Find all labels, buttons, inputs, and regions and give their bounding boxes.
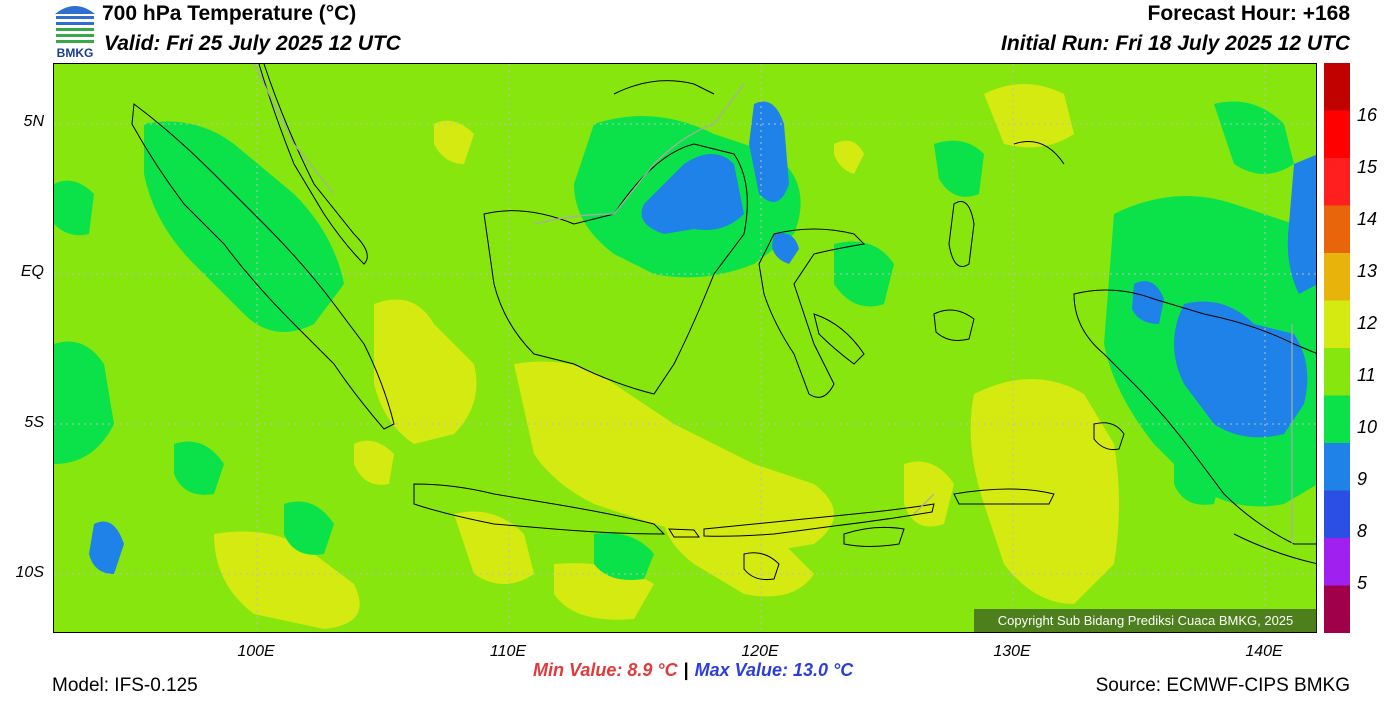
colorbar-label-14: 14 — [1357, 209, 1378, 229]
colorbar-segment — [1324, 348, 1350, 396]
model-label: Model: IFS-0.125 — [52, 675, 198, 696]
colorbar — [1324, 63, 1350, 633]
colorbar-label-16: 16 — [1357, 105, 1378, 125]
colorbar-label-15: 15 — [1357, 157, 1378, 177]
forecast-hour: Forecast Hour: +168 — [1147, 2, 1351, 25]
value-separator: | — [683, 660, 689, 680]
colorbar-segment — [1324, 585, 1350, 633]
colorbar-segment — [1324, 253, 1350, 301]
colorbar-label-10: 10 — [1357, 417, 1378, 437]
temperature-map — [53, 63, 1317, 633]
colorbar-label-9: 9 — [1357, 469, 1368, 489]
valid-time: Valid: Fri 25 July 2025 12 UTC — [104, 32, 401, 55]
lat-label-10s: 10S — [15, 564, 44, 581]
lon-label-110e: 110E — [489, 643, 527, 660]
colorbar-label-5: 5 — [1357, 573, 1368, 593]
lon-label-140e: 140E — [1245, 643, 1283, 660]
bmkg-logo-icon: BMKG — [55, 6, 95, 60]
min-max-values: Min Value: 8.9 °C | Max Value: 13.0 °C — [533, 660, 853, 681]
colorbar-label-13: 13 — [1357, 261, 1378, 281]
colorbar-segment — [1324, 490, 1350, 539]
colorbar-segment — [1324, 300, 1350, 349]
colorbar-label-12: 12 — [1357, 313, 1378, 333]
min-value: Min Value: 8.9 °C — [533, 660, 678, 680]
colorbar-segment — [1324, 110, 1350, 159]
max-value: Max Value: 13.0 °C — [694, 660, 854, 680]
colorbar-segment — [1324, 443, 1350, 491]
lat-label-eq: EQ — [20, 263, 44, 280]
colorbar-segment — [1324, 205, 1350, 254]
lon-label-100e: 100E — [237, 643, 275, 660]
initial-run: Initial Run: Fri 18 July 2025 12 UTC — [1001, 32, 1350, 55]
map-canvas — [54, 64, 1316, 632]
lat-label-5n: 5N — [23, 113, 44, 130]
lon-label-130e: 130E — [993, 643, 1031, 660]
colorbar-segment — [1324, 63, 1350, 111]
colorbar-segment — [1324, 538, 1350, 586]
copyright-notice: Copyright Sub Bidang Prediksi Cuaca BMKG… — [974, 609, 1317, 632]
colorbar-label-11: 11 — [1357, 365, 1376, 385]
lat-label-5s: 5S — [24, 414, 44, 431]
source-label: Source: ECMWF-CIPS BMKG — [1095, 675, 1350, 696]
logo-text: BMKG — [57, 46, 94, 60]
colorbar-segment — [1324, 158, 1350, 206]
colorbar-segment — [1324, 395, 1350, 444]
lon-label-120e: 120E — [741, 643, 779, 660]
chart-title: 700 hPa Temperature (°C) — [102, 2, 357, 25]
colorbar-label-8: 8 — [1357, 521, 1368, 541]
